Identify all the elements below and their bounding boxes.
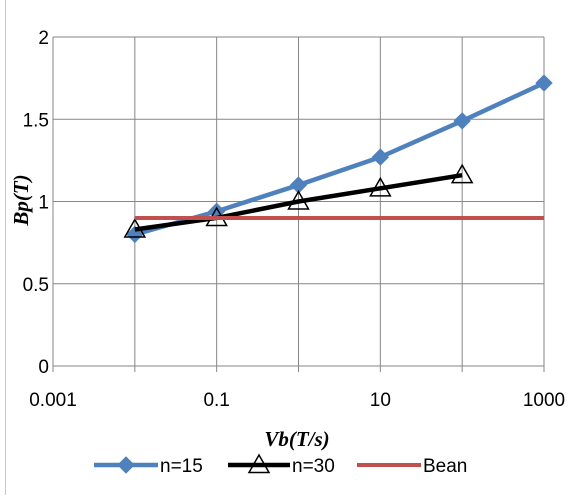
data-point-n-30 bbox=[450, 163, 474, 184]
legend: n=15 n=30 Bean bbox=[94, 453, 467, 477]
legend-label: n=15 bbox=[160, 456, 203, 477]
y-tick-label: 1 bbox=[38, 193, 49, 214]
grid-layer bbox=[53, 36, 545, 366]
label-layer: 0 0.5 1 1.5 2 0.001 0.1 10 1000 bbox=[23, 28, 566, 411]
axes-layer bbox=[52, 37, 545, 372]
series-line-n-15 bbox=[134, 81, 545, 237]
x-tick-label: 10 bbox=[370, 390, 391, 411]
data-point-n-15 bbox=[289, 176, 308, 194]
series-n-30 bbox=[123, 163, 474, 238]
legend-label: n=30 bbox=[292, 456, 335, 477]
y-axis-title: Bp(T) bbox=[9, 174, 33, 226]
x-axis-title: Vb(T/s) bbox=[264, 427, 329, 451]
data-point-n-15 bbox=[535, 74, 553, 92]
series-line-n-30 bbox=[134, 172, 463, 232]
legend-swatch-marker bbox=[247, 453, 271, 474]
x-tick-label: 1000 bbox=[523, 390, 565, 411]
legend-item-bean: Bean bbox=[357, 456, 467, 477]
legend-label: Bean bbox=[423, 456, 467, 477]
left-border-line bbox=[5, 0, 6, 495]
y-tick-label: 0.5 bbox=[23, 275, 49, 296]
y-tick-label: 1.5 bbox=[23, 110, 49, 131]
x-tick-label: 0.001 bbox=[29, 390, 77, 411]
y-tick-label: 0 bbox=[38, 357, 49, 378]
data-point-n-30 bbox=[287, 189, 310, 210]
x-tick-label: 0.1 bbox=[203, 390, 229, 411]
y-tick-label: 2 bbox=[38, 28, 49, 49]
legend-swatch-marker bbox=[117, 456, 135, 474]
data-point-n-15 bbox=[371, 148, 390, 166]
series-layer bbox=[123, 74, 553, 244]
data-point-n-15 bbox=[453, 112, 471, 130]
data-point-n-30 bbox=[123, 217, 147, 238]
data-point-n-30 bbox=[369, 176, 392, 197]
legend-item-n-15: n=15 bbox=[94, 456, 203, 477]
legend-item-n-30: n=30 bbox=[228, 453, 335, 477]
